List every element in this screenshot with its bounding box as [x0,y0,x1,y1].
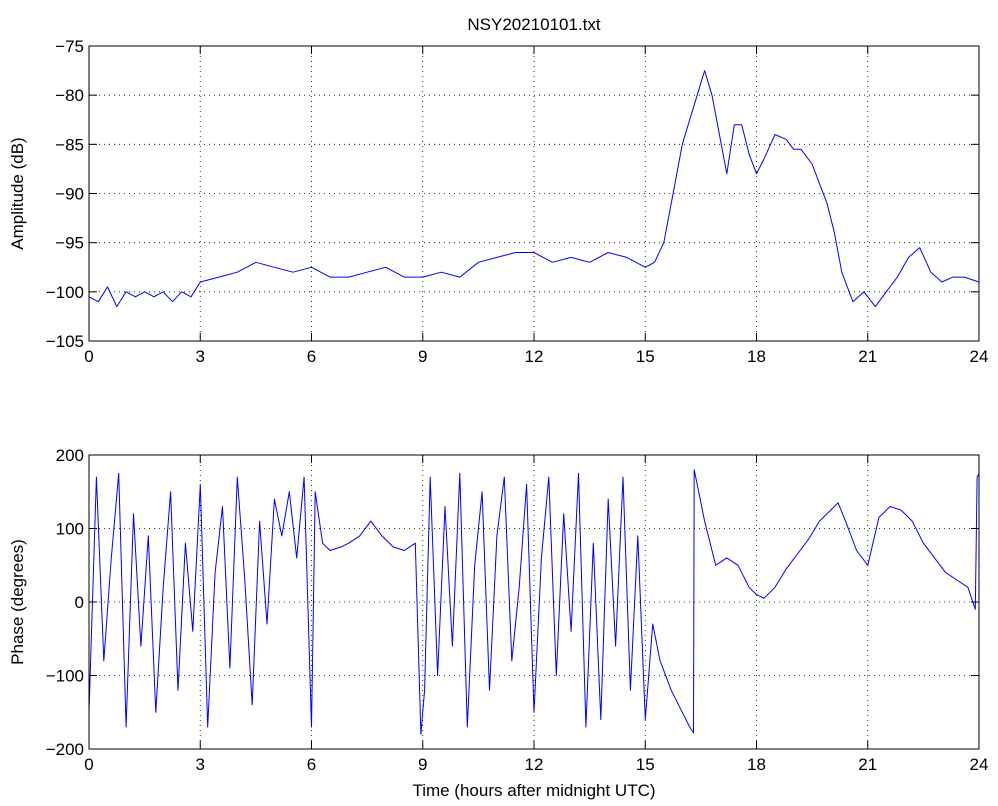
amplitude-x-tick-label: 3 [196,347,205,366]
phase-x-tick-label: 0 [84,755,93,774]
amplitude-x-tick-label: 15 [636,347,655,366]
amplitude-series-line [88,70,980,308]
amplitude-y-tick-label: −80 [55,86,84,105]
phase-x-tick-label: 6 [307,755,316,774]
phase-x-axis-label: Time (hours after midnight UTC) [412,781,655,800]
amplitude-y-tick-label: −75 [55,37,84,56]
amplitude-y-tick-label: −100 [46,283,84,302]
phase-y-tick-label: 200 [56,446,84,465]
phase-x-tick-label: 3 [196,755,205,774]
phase-x-tick-label: 21 [858,755,877,774]
amplitude-y-axis-label: Amplitude (dB) [8,137,27,249]
amplitude-x-tick-label: 9 [418,347,427,366]
phase-panel: 0 3 6 9 12 15 18 21 24 −200 −100 0 100 200 Phase (degr… [8,446,988,800]
phase-y-tick-label: −200 [46,740,84,759]
phase-y-tick-label: 0 [75,593,84,612]
amplitude-x-tick-label: 24 [970,347,989,366]
amplitude-x-tick-label: 12 [525,347,544,366]
amplitude-y-tick-label: −105 [46,332,84,351]
phase-y-tick-label: 100 [56,520,84,539]
amplitude-x-tick-label: 18 [747,347,766,366]
amplitude-y-tick-label: −90 [55,185,84,204]
chart-title: NSY20210101.txt [467,15,601,34]
phase-series-line [88,469,980,735]
amplitude-x-tick-label: 6 [307,347,316,366]
amplitude-y-tick-label: −95 [55,234,84,253]
phase-x-tick-label: 24 [970,755,989,774]
amplitude-panel: 0 3 6 9 12 15 18 21 24 −105 −100 −95 −90 −85 −80 −75 Amp… [8,37,988,366]
phase-y-axis-label: Phase (degrees) [8,539,27,665]
phase-x-tick-label: 12 [525,755,544,774]
phase-x-tick-label: 15 [636,755,655,774]
amplitude-y-tick-label: −85 [55,135,84,154]
phase-x-tick-label: 9 [418,755,427,774]
phase-y-tick-label: −100 [46,667,84,686]
phase-x-tick-label: 18 [747,755,766,774]
amplitude-x-tick-label: 0 [84,347,93,366]
amplitude-x-tick-label: 21 [858,347,877,366]
